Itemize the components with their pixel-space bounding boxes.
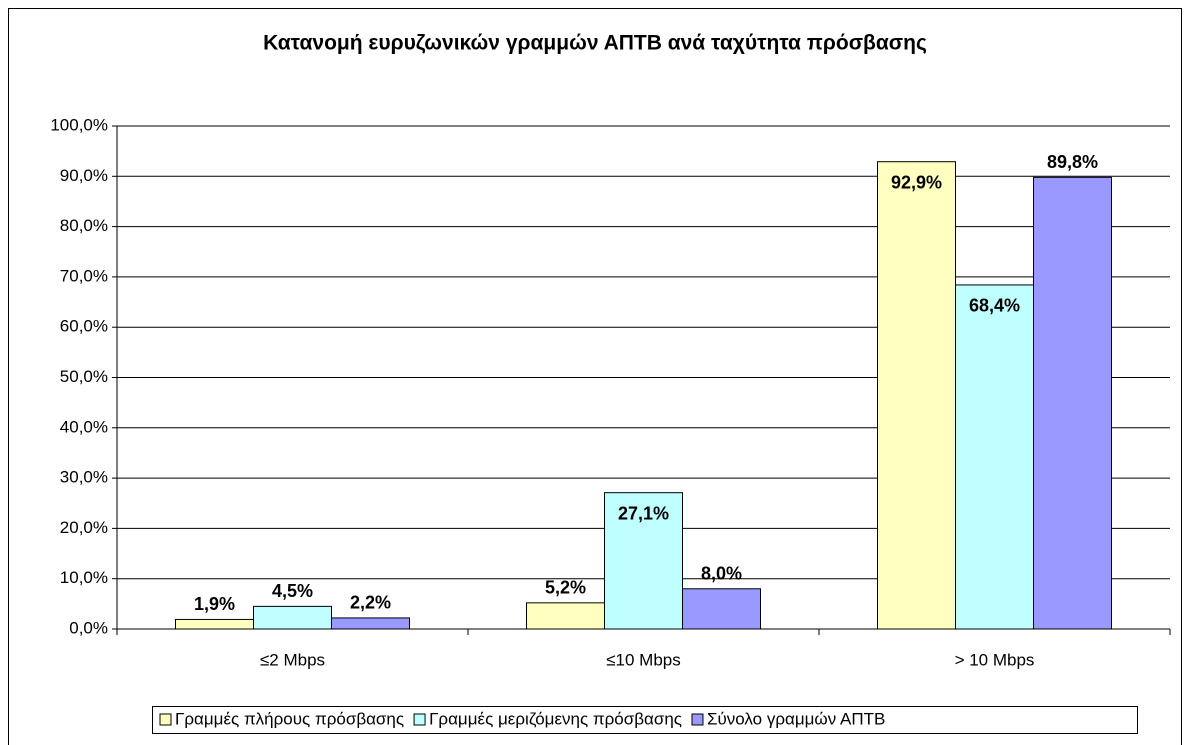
bar [1033,176,1112,630]
bar [175,618,254,630]
y-tick-label: 30,0% [60,468,108,487]
value-label: 4,5% [272,581,313,601]
legend-label: Σύνολο γραμμών ΑΠΤΒ [707,709,885,728]
y-tick-label: 50,0% [60,367,108,386]
y-tick-label: 70,0% [60,266,108,285]
x-tick-label: > 10 Mbps [955,650,1035,669]
value-label: 89,8% [1047,152,1098,172]
legend-swatch [159,713,172,726]
legend-label: Γραμμές πλήρους πρόσβασης [175,709,404,728]
value-label: 68,4% [969,296,1020,316]
value-label: 27,1% [618,503,669,523]
legend-swatch [691,713,704,726]
value-label: 2,2% [350,593,391,613]
bar [682,588,761,630]
bar [331,617,410,630]
y-tick-label: 0,0% [69,618,108,637]
y-tick-label: 40,0% [60,417,108,436]
y-tick-label: 90,0% [60,166,108,185]
bar [253,605,332,630]
value-label: 1,9% [194,594,235,614]
legend-label: Γραμμές μεριζόμενης πρόσβασης [429,709,682,728]
value-label: 92,9% [891,172,942,192]
y-tick-label: 80,0% [60,216,108,235]
legend-swatch [413,713,426,726]
value-label: 8,0% [701,564,742,584]
y-tick-label: 60,0% [60,317,108,336]
bar [877,161,956,630]
bar [955,284,1034,630]
x-tick-label: ≤10 Mbps [606,650,681,669]
legend-box [152,706,1138,734]
chart-title: Κατανομή ευρυζωνικών γραμμών ΑΠΤΒ ανά τα… [263,32,927,55]
value-label: 5,2% [545,578,586,598]
x-tick-label: ≤2 Mbps [260,650,325,669]
y-tick-label: 10,0% [60,568,108,587]
y-tick-label: 20,0% [60,518,108,537]
bar [604,492,683,630]
bar [526,602,605,630]
y-tick-label: 100,0% [50,115,108,134]
